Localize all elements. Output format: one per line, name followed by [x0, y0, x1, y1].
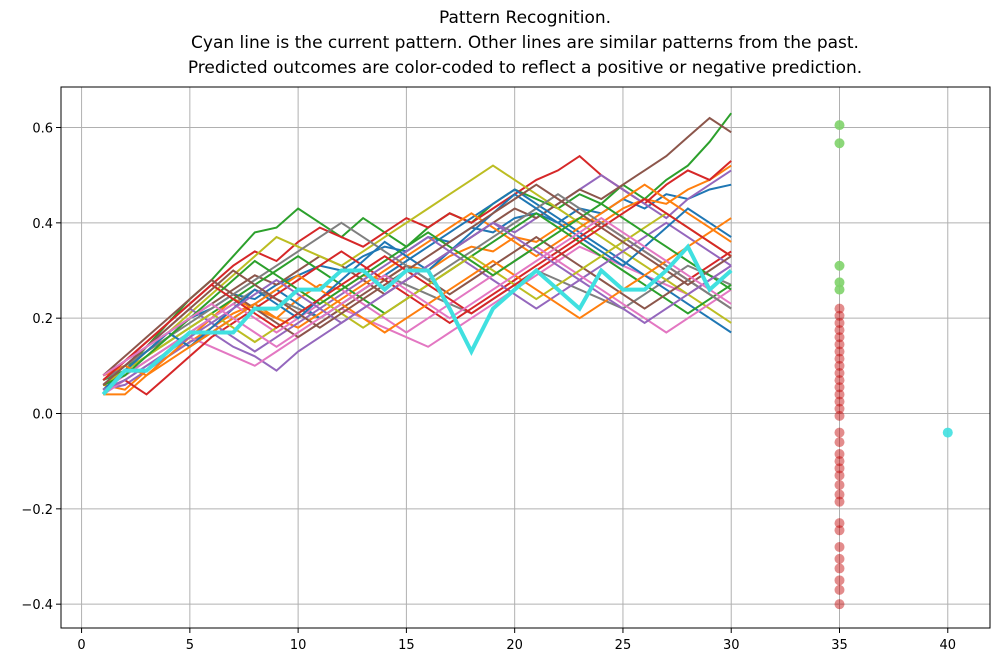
- negative-outcome-point: [834, 480, 845, 491]
- negative-outcome-point: [834, 360, 845, 371]
- chart-title-line-3: Predicted outcomes are color-coded to re…: [187, 58, 863, 78]
- negative-outcome-point: [834, 470, 845, 481]
- x-tick-label: 40: [939, 638, 956, 653]
- negative-outcome-point: [834, 403, 845, 414]
- y-tick-label: 0.0: [32, 408, 53, 423]
- past-pattern-line: [102, 245, 732, 396]
- current-pattern-line: [101, 243, 733, 396]
- axes: 0 5 10 15 20 25 30 35 40 −0.4 −0.2 0.0 0.2 0.4 0.6: [21, 86, 991, 653]
- grid-lines: [61, 87, 990, 628]
- negative-outcome-point: [834, 389, 845, 400]
- positive-outcome-point: [834, 284, 845, 295]
- negative-outcome-point: [834, 575, 845, 586]
- past-pattern-line: [102, 217, 732, 377]
- negative-outcome-point: [834, 325, 845, 336]
- negative-outcome-point: [834, 456, 845, 467]
- negative-outcome-point: [834, 518, 845, 529]
- past-pattern-line: [102, 245, 732, 391]
- y-tick-label: 0.6: [32, 122, 53, 137]
- negative-outcome-point: [834, 553, 845, 564]
- negative-outcome-point: [834, 346, 845, 357]
- x-tick-label: 20: [506, 638, 523, 653]
- y-tick-label: −0.2: [21, 503, 53, 518]
- y-tick-label: 0.4: [32, 217, 53, 232]
- x-tick-label: 25: [615, 638, 632, 653]
- negative-outcome-point: [834, 599, 845, 610]
- y-tick-label: 0.2: [32, 312, 53, 327]
- negative-outcome-point: [834, 496, 845, 507]
- negative-outcome-point: [834, 541, 845, 552]
- negative-outcome-point: [834, 437, 845, 448]
- negative-outcome-point: [834, 353, 845, 364]
- x-tick-label: 30: [723, 638, 740, 653]
- past-pattern-line: [102, 188, 732, 377]
- negative-outcome-point: [834, 303, 845, 314]
- negative-outcome-point: [834, 382, 845, 393]
- plot-frame: [60, 86, 991, 629]
- negative-outcome-point: [834, 489, 845, 500]
- chart-title-line-2: Cyan line is the current pattern. Other …: [191, 33, 859, 53]
- x-tick-label: 15: [398, 638, 415, 653]
- current-pattern: [101, 243, 733, 396]
- past-pattern-line: [102, 183, 732, 386]
- negative-outcome-point: [834, 367, 845, 378]
- past-pattern-line: [102, 221, 732, 391]
- chart-title-line-1: Pattern Recognition.: [438, 8, 612, 28]
- negative-outcome-point: [834, 375, 845, 386]
- past-pattern-line: [102, 212, 732, 386]
- negative-outcome-point: [834, 339, 845, 350]
- x-tick-label: 0: [77, 638, 85, 653]
- negative-outcome-point: [834, 410, 845, 421]
- x-tick-label: 5: [186, 638, 194, 653]
- negative-outcome-point: [834, 584, 845, 595]
- positive-outcome-point: [834, 138, 845, 149]
- negative-outcome-point: [834, 449, 845, 460]
- past-patterns: [102, 112, 732, 396]
- negative-outcome-point: [834, 427, 845, 438]
- past-pattern-line: [102, 216, 732, 377]
- negative-outcome-point: [834, 396, 845, 407]
- x-tick-label: 10: [290, 638, 307, 653]
- negative-outcome-point: [834, 563, 845, 574]
- x-tick-label: 35: [831, 638, 848, 653]
- current-outcome-point: [942, 427, 953, 438]
- y-tick-label: −0.4: [21, 598, 53, 613]
- predicted-outcomes: [834, 120, 953, 610]
- negative-outcome-point: [834, 332, 845, 343]
- negative-outcome-point: [834, 310, 845, 321]
- positive-outcome-point: [834, 277, 845, 288]
- positive-outcome-point: [834, 260, 845, 271]
- past-pattern-line: [102, 197, 732, 381]
- negative-outcome-point: [834, 463, 845, 474]
- past-pattern-line: [102, 164, 732, 391]
- negative-outcome-point: [834, 317, 845, 328]
- past-pattern-line: [102, 202, 732, 386]
- negative-outcome-point: [834, 525, 845, 536]
- positive-outcome-point: [834, 120, 845, 131]
